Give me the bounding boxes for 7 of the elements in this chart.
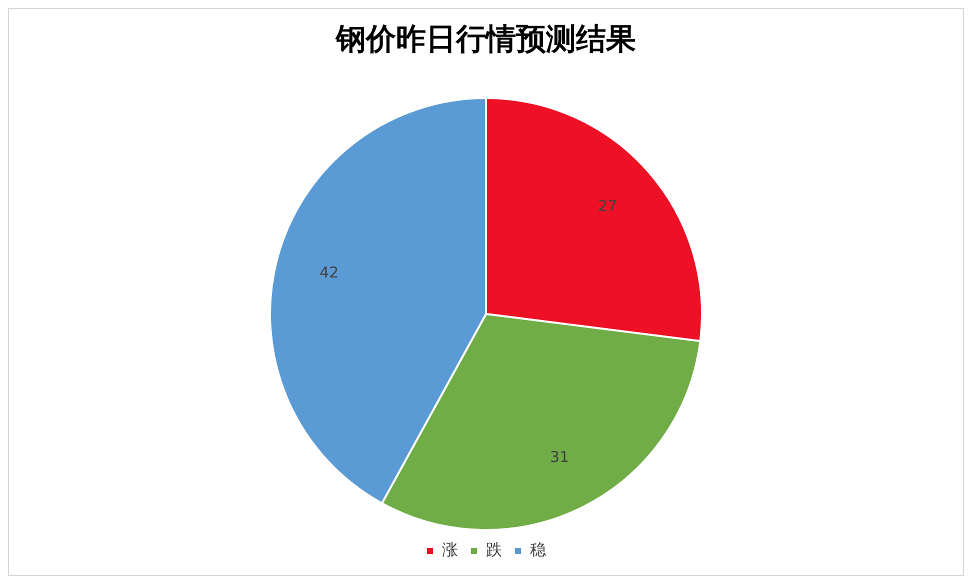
legend-label: 跌: [486, 540, 502, 560]
data-label: 42: [320, 264, 339, 282]
data-label: 27: [598, 196, 618, 215]
data-label: 31: [550, 448, 570, 466]
legend-label: 稳: [530, 540, 546, 560]
legend-label: 涨: [442, 540, 458, 560]
chart-title: 钢价昨日行情预测结果: [335, 22, 636, 56]
